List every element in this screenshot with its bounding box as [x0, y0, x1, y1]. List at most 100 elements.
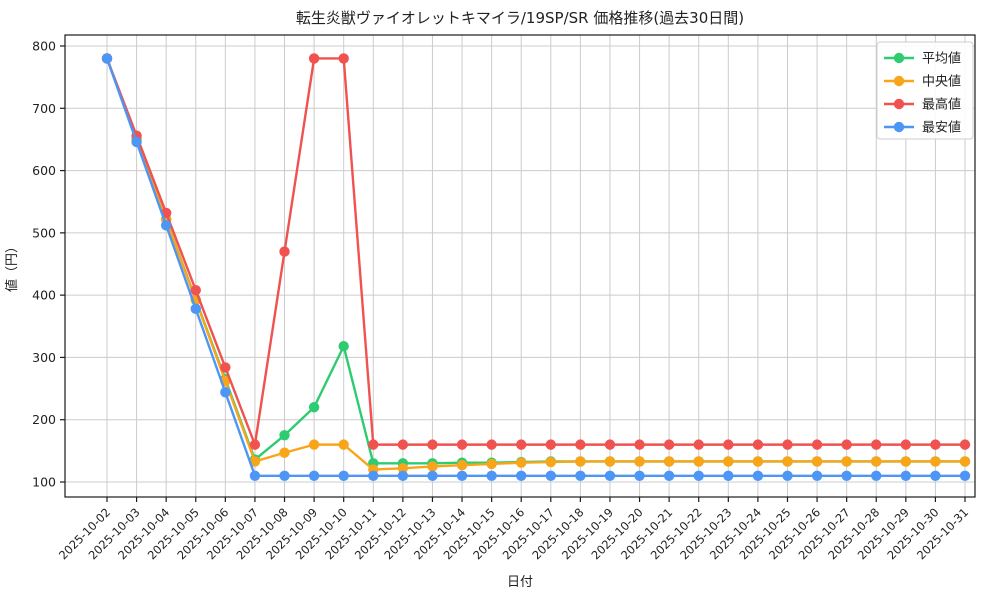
- data-point-min: [190, 303, 201, 315]
- y-axis-label: 値（円）: [4, 240, 20, 292]
- legend-item-average: 平均値: [884, 51, 961, 67]
- data-point-max: [545, 439, 556, 450]
- data-point-max: [634, 439, 645, 450]
- data-point-max: [190, 284, 201, 296]
- data-point-median: [723, 456, 734, 467]
- y-tick-label: 200: [32, 412, 56, 427]
- legend-marker-max: [893, 98, 905, 110]
- data-point-min: [782, 470, 793, 481]
- series-line-max: [105, 57, 967, 446]
- series-layer: [101, 53, 971, 481]
- data-point-min: [397, 470, 409, 481]
- data-point-min: [249, 470, 261, 481]
- data-point-max: [604, 439, 616, 450]
- data-point-max: [308, 53, 320, 64]
- data-point-min: [456, 470, 468, 481]
- data-point-median: [930, 456, 941, 467]
- data-point-max: [723, 439, 734, 450]
- data-point-max: [249, 439, 261, 450]
- data-point-max: [575, 439, 586, 450]
- data-point-max: [456, 439, 468, 450]
- data-point-max: [930, 439, 941, 450]
- data-point-median: [279, 447, 290, 458]
- data-point-average: [338, 341, 349, 352]
- data-point-median: [959, 456, 971, 467]
- data-point-max: [871, 439, 882, 450]
- data-point-min: [900, 470, 912, 481]
- data-point-max: [663, 439, 675, 450]
- legend-marker-min: [893, 121, 905, 133]
- plot-border: [64, 34, 976, 498]
- legend-item-median: 中央値: [884, 74, 961, 90]
- data-point-min: [220, 387, 231, 398]
- data-point-max: [368, 439, 379, 450]
- data-point-min: [959, 470, 971, 481]
- data-point-max: [841, 439, 852, 450]
- data-point-median: [604, 456, 616, 467]
- data-point-median: [249, 456, 261, 467]
- data-point-min: [486, 470, 497, 481]
- data-point-min: [841, 470, 852, 481]
- data-point-max: [279, 246, 290, 257]
- data-point-median: [397, 463, 409, 474]
- data-point-max: [397, 439, 409, 450]
- data-point-max: [900, 439, 912, 450]
- data-point-median: [516, 457, 527, 468]
- y-tick-label: 500: [32, 225, 56, 240]
- data-point-min: [131, 136, 142, 148]
- data-point-median: [575, 456, 586, 467]
- legend-label-min: 最安値: [922, 120, 961, 136]
- y-tick-label: 100: [32, 475, 56, 490]
- data-point-median: [338, 439, 349, 450]
- data-point-median: [752, 456, 764, 467]
- data-point-median: [900, 456, 912, 467]
- data-point-max: [427, 439, 438, 450]
- data-point-min: [752, 470, 764, 481]
- data-point-median: [486, 458, 497, 470]
- data-point-max: [693, 439, 704, 450]
- legend-marker-median: [893, 75, 905, 87]
- data-point-max: [811, 439, 823, 450]
- series-line-average: [105, 57, 967, 465]
- data-point-median: [634, 456, 645, 467]
- data-point-min: [930, 470, 941, 481]
- data-point-min: [160, 220, 172, 231]
- y-tick-label: 300: [32, 350, 56, 365]
- data-point-max: [338, 53, 349, 64]
- data-point-min: [693, 470, 704, 481]
- data-point-min: [427, 470, 438, 481]
- data-point-min: [545, 470, 556, 481]
- data-point-min: [101, 53, 113, 64]
- legend-label-max: 最高値: [922, 97, 961, 113]
- data-point-median: [308, 439, 320, 450]
- data-point-min: [723, 470, 734, 481]
- data-point-max: [486, 439, 497, 450]
- data-point-max: [752, 439, 764, 450]
- y-tick-label: 700: [32, 101, 56, 116]
- data-point-median: [693, 456, 704, 467]
- data-point-min: [308, 470, 320, 481]
- data-point-median: [545, 456, 556, 468]
- y-tick-label: 800: [32, 39, 56, 54]
- legend-label-median: 中央値: [922, 74, 961, 90]
- data-point-min: [811, 470, 823, 481]
- series-line-min: [105, 57, 967, 477]
- data-point-min: [634, 470, 645, 481]
- data-point-median: [782, 456, 793, 467]
- data-point-min: [575, 470, 586, 481]
- legend-marker-average: [893, 52, 905, 64]
- legend-box: [876, 41, 974, 140]
- data-point-min: [338, 470, 349, 481]
- data-point-min: [663, 470, 675, 481]
- data-point-median: [841, 456, 852, 467]
- data-point-average: [279, 430, 290, 441]
- data-point-max: [516, 439, 527, 450]
- data-point-median: [871, 456, 882, 467]
- data-point-max: [959, 439, 971, 450]
- x-axis-label: 日付: [507, 575, 533, 590]
- data-point-median: [811, 456, 823, 467]
- legend-label-average: 平均値: [922, 51, 961, 67]
